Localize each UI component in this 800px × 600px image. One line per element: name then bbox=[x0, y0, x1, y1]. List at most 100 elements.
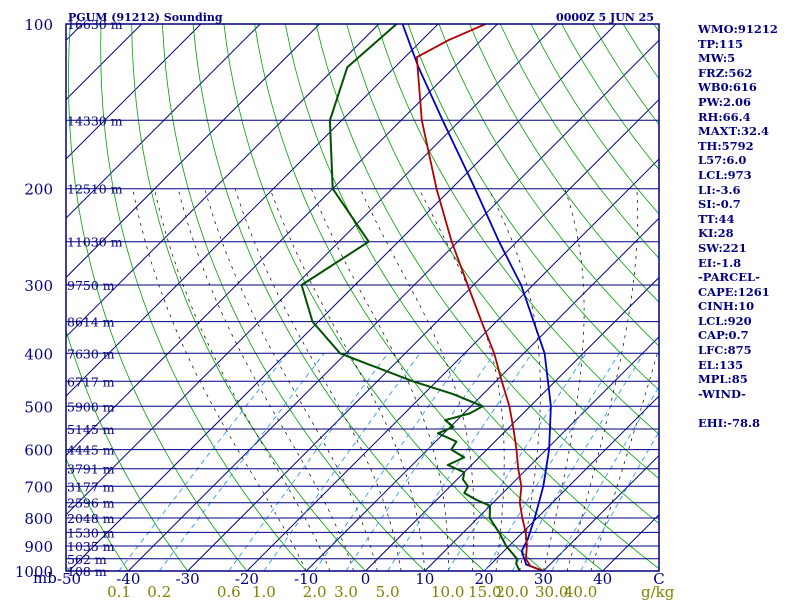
mixing-ratio-label: 3.0 bbox=[334, 583, 358, 600]
index-value: LCL:920 bbox=[698, 313, 752, 328]
isotherm-line bbox=[246, 158, 659, 571]
isotherm-line bbox=[543, 454, 659, 571]
dewpoint-point bbox=[467, 485, 469, 488]
index-value: EL:135 bbox=[698, 357, 744, 372]
plot-frame bbox=[65, 23, 660, 572]
temperature-point bbox=[508, 405, 511, 408]
index-value: -PARCEL- bbox=[698, 270, 760, 285]
temperature-point bbox=[525, 557, 527, 560]
height-label: 8614 m bbox=[67, 315, 115, 330]
temperature-tick-label: 20 bbox=[475, 570, 494, 588]
parcel-point bbox=[550, 405, 552, 408]
temperature-tick-label: 40 bbox=[593, 570, 612, 588]
index-value: PW:2.06 bbox=[698, 94, 752, 109]
temperature-point bbox=[529, 565, 532, 568]
height-label: 12510 m bbox=[67, 182, 123, 197]
isotherm-line bbox=[66, 24, 498, 457]
x-unit-label: C bbox=[653, 570, 664, 588]
height-label: 5900 m bbox=[67, 399, 115, 414]
height-label: 7630 m bbox=[67, 346, 115, 361]
y-unit-label: mb bbox=[33, 569, 57, 587]
index-value: TP:115 bbox=[698, 36, 744, 51]
index-value: CAPE:1261 bbox=[698, 284, 770, 299]
temperature-point bbox=[521, 517, 524, 519]
dewpoint-point bbox=[455, 440, 458, 443]
isotherm-line bbox=[68, 24, 617, 571]
pressure-tick-label: 500 bbox=[24, 398, 53, 416]
isobar-lines bbox=[66, 23, 659, 572]
parcel-point bbox=[520, 284, 522, 286]
temperature-tick-label: -10 bbox=[294, 570, 318, 588]
index-value: KI:28 bbox=[698, 226, 734, 241]
dewpoint-point bbox=[452, 393, 455, 396]
dewpoint-point bbox=[367, 240, 370, 243]
index-value: MPL:85 bbox=[698, 372, 748, 387]
mixing-ratio-label: 15.0 bbox=[468, 583, 501, 600]
pressure-tick-label: 600 bbox=[24, 442, 53, 460]
parcel-point bbox=[441, 119, 444, 122]
mixing-ratio-label: 0.2 bbox=[147, 583, 171, 600]
height-label: 2596 m bbox=[67, 496, 115, 511]
index-value: TH:5792 bbox=[698, 138, 754, 153]
dewpoint-point bbox=[463, 492, 466, 494]
temperature-point bbox=[480, 320, 483, 323]
temperature-point bbox=[435, 187, 438, 190]
index-value: SI:-0.7 bbox=[698, 197, 741, 212]
index-value: L57:6.0 bbox=[698, 153, 747, 168]
temperature-point bbox=[520, 485, 523, 488]
parcel-point bbox=[498, 240, 500, 243]
dewpoint-point bbox=[498, 531, 500, 534]
temperature-trace bbox=[415, 24, 544, 571]
dewpoint-point bbox=[329, 119, 331, 122]
height-label: 6717 m bbox=[67, 374, 115, 389]
mixing-ratio-label: 0.1 bbox=[107, 583, 131, 600]
height-label: 5145 m bbox=[67, 422, 115, 437]
spacer bbox=[698, 401, 798, 416]
index-value: LI:-3.6 bbox=[698, 182, 741, 197]
mixing-ratio-unit-label: g/kg bbox=[641, 583, 675, 600]
temperature-tick-label: -30 bbox=[176, 570, 200, 588]
temperature-point bbox=[524, 531, 527, 534]
dewpoint-point bbox=[468, 412, 471, 415]
dewpoint-point bbox=[369, 364, 371, 366]
dewpoint-point bbox=[515, 562, 518, 565]
index-value: TT:44 bbox=[698, 211, 735, 226]
dewpoint-point bbox=[516, 557, 518, 560]
temperature-tick-label: -50 bbox=[57, 570, 81, 588]
dewpoint-point bbox=[331, 187, 334, 190]
parcel-point bbox=[533, 517, 536, 519]
dewpoint-point bbox=[412, 380, 414, 383]
height-label: 9750 m bbox=[67, 278, 115, 293]
temperature-tick-label: -40 bbox=[116, 570, 140, 588]
dewpoint-point bbox=[463, 456, 466, 459]
height-label: 11030 m bbox=[67, 235, 123, 250]
isotherm-line bbox=[66, 24, 558, 516]
pressure-tick-label: 900 bbox=[24, 538, 53, 556]
temperature-point bbox=[466, 284, 469, 286]
pressure-tick-label: 200 bbox=[24, 181, 53, 199]
mixing-ratio-label: 10.0 bbox=[431, 583, 464, 600]
parcel-point bbox=[542, 485, 545, 488]
index-value: FRZ:562 bbox=[698, 65, 753, 80]
index-value: EHI:-78.8 bbox=[698, 416, 761, 431]
index-value: MAXT:32.4 bbox=[698, 124, 769, 139]
temperature-point bbox=[526, 545, 528, 547]
dewpoint-point bbox=[437, 432, 439, 435]
moist-adiabat-line bbox=[543, 188, 585, 571]
isotherm-line bbox=[483, 395, 659, 571]
dewpoint-point bbox=[489, 504, 491, 507]
isotherm-line bbox=[66, 24, 202, 160]
height-label: 562 m bbox=[67, 552, 107, 567]
mixing-ratio-label: 20.0 bbox=[495, 583, 528, 600]
temperature-point bbox=[515, 448, 518, 451]
moist-adiabat-line bbox=[204, 188, 378, 571]
temperature-tick-label: 30 bbox=[534, 570, 553, 588]
parcel-point bbox=[543, 352, 546, 355]
sounding-indices-panel: WMO:91212 TP:115 MW:5 FRZ:562 WB0:616 PW:2.06… bbox=[698, 22, 798, 431]
mixing-ratio-label: 1.0 bbox=[252, 583, 276, 600]
isotherm-line bbox=[66, 24, 380, 338]
temperature-tick-label: -20 bbox=[235, 570, 259, 588]
temperature-point bbox=[500, 380, 503, 383]
dewpoint-point bbox=[474, 498, 477, 501]
